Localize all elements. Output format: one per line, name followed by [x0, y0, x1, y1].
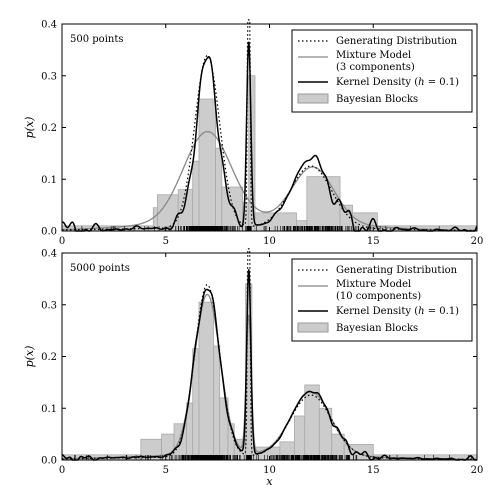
- bayesian-block-bar: [293, 415, 306, 461]
- bayesian-block-bar: [177, 189, 194, 232]
- y-axis-ticks: 0.0 0.1 0.2 0.3 0.4: [41, 20, 477, 238]
- x-axis-ticks: 0 5 10 15 20: [59, 253, 484, 476]
- legend-blocks-swatch: [297, 322, 329, 333]
- bayesian-block-bar: [215, 147, 223, 232]
- kernel-density-line: [61, 269, 477, 461]
- panel-5000-points: 0 5 10 15 20 0.0 0.1 0.2 0.3 0.4 5000 points p(x…: [23, 248, 484, 488]
- x-axis-ticks: 0 5 10 15 20: [59, 24, 484, 247]
- legend-blocks-label: Bayesian Blocks: [336, 94, 418, 105]
- data-rug: [74, 455, 472, 460]
- x-tick-label: 10: [263, 465, 276, 476]
- data-rug: [81, 226, 440, 231]
- legend-mixture-components: (3 components): [336, 62, 415, 73]
- legend-generating-label: Generating Distribution: [336, 36, 458, 47]
- kernel-density-line: [61, 41, 478, 232]
- legend-mixture-components: (10 components): [336, 291, 421, 302]
- legend: Generating Distribution Mixture Model (3…: [291, 29, 473, 113]
- y-tick-label: 0.1: [41, 404, 57, 415]
- x-tick-label: 15: [367, 465, 380, 476]
- y-tick-label: 0.1: [41, 175, 57, 186]
- y-tick-label: 0.0: [41, 227, 57, 238]
- x-tick-label: 20: [471, 465, 484, 476]
- y-axis-label: p(x): [23, 346, 36, 368]
- y-tick-label: 0.2: [41, 352, 57, 363]
- x-tick-label: 0: [59, 236, 65, 247]
- y-tick-label: 0.0: [41, 456, 57, 467]
- y-tick-label: 0.4: [41, 20, 57, 31]
- x-tick-label: 20: [471, 236, 484, 247]
- panel-500-points: 0 5 10 15 20 0.0 0.1 0.2 0.3 0.4 500 points p(x)…: [23, 19, 484, 247]
- y-tick-label: 0.2: [41, 123, 57, 134]
- x-tick-label: 10: [263, 236, 276, 247]
- legend-kde-label: Kernel Density (h = 0.1): [336, 77, 459, 88]
- bayesian-block-bar: [304, 384, 320, 461]
- bayesian-block-bar: [213, 345, 221, 461]
- y-tick-label: 0.4: [41, 249, 57, 260]
- y-tick-label: 0.3: [41, 300, 57, 311]
- legend-kde-label: Kernel Density (h = 0.1): [336, 306, 459, 317]
- y-axis-label: p(x): [23, 117, 36, 139]
- bayesian-block-bar: [198, 98, 216, 232]
- y-tick-label: 0.3: [41, 71, 57, 82]
- x-tick-label: 15: [367, 236, 380, 247]
- bayesian-block-bar: [198, 301, 214, 461]
- x-axis-label: x: [266, 475, 273, 488]
- mixture-model-line: [61, 131, 478, 232]
- x-tick-label: 5: [163, 236, 169, 247]
- legend-mixture-label: Mixture Model: [336, 279, 411, 290]
- legend: Generating Distribution Mixture Model (1…: [291, 258, 473, 342]
- x-tick-label: 0: [59, 465, 65, 476]
- panel-title: 500 points: [70, 34, 123, 45]
- legend-blocks-swatch: [297, 93, 329, 104]
- y-axis-ticks: 0.0 0.1 0.2 0.3 0.4: [41, 249, 477, 467]
- legend-mixture-label: Mixture Model: [336, 50, 411, 61]
- legend-generating-label: Generating Distribution: [336, 265, 458, 276]
- panel-title: 5000 points: [70, 263, 130, 274]
- legend-blocks-label: Bayesian Blocks: [336, 323, 418, 334]
- x-tick-label: 5: [163, 465, 169, 476]
- bayesian-block-bar: [192, 160, 200, 232]
